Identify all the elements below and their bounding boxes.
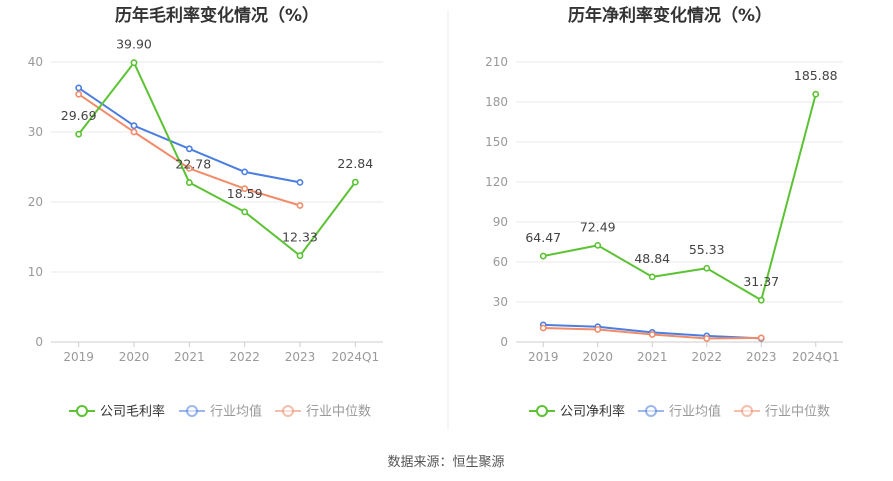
data-point [130,128,138,136]
data-point [75,90,83,98]
data-point [757,296,765,304]
x-tick-label: 2021 [174,350,205,364]
y-tick-label: 90 [493,215,508,229]
y-tick-label: 30 [493,295,508,309]
data-point [812,90,820,98]
data-point [594,241,602,249]
data-point [648,273,656,281]
data-label: 185.88 [794,68,838,83]
data-point [130,59,138,67]
data-point [351,178,359,186]
x-tick-label: 2024Q1 [332,350,380,364]
y-tick-label: 120 [485,175,508,189]
chart-title-gross-margin: 历年毛利率变化情况（%） [115,5,319,26]
legend-entry: 公司净利率 [560,404,625,420]
data-point [296,252,304,260]
y-tick-label: 210 [485,55,508,69]
data-label: 48.84 [634,251,670,266]
data-point [185,179,193,186]
x-tick-label: 2019 [528,350,559,364]
x-tick-label: 2023 [746,350,777,364]
y-tick-label: 60 [493,255,508,269]
data-label: 12.33 [282,230,318,245]
y-tick-label: 40 [28,55,43,69]
data-label: 31.37 [743,274,779,289]
data-point [296,178,304,186]
data-label: 39.90 [116,37,152,52]
x-tick-label: 2023 [285,350,316,364]
data-point [594,326,602,333]
legend-swatch-marker [76,405,88,417]
data-point [130,122,138,130]
y-tick-label: 10 [28,265,43,279]
y-tick-label: 150 [485,135,508,149]
x-tick-label: 2022 [229,350,260,364]
data-point [648,331,656,338]
y-tick-label: 20 [28,195,43,209]
series-line [543,93,817,302]
legend-entry: 行业中位数 [765,405,830,420]
x-tick-label: 2019 [63,350,94,364]
data-point [703,335,711,342]
y-tick-label: 180 [485,95,508,109]
x-tick-label: 2022 [691,350,722,364]
legend-swatch-marker [645,405,657,417]
data-source-note: 数据来源：恒生聚源 [387,455,504,470]
data-point [703,264,711,272]
legend-swatch-marker [282,405,294,417]
data-label: 64.47 [525,230,561,245]
data-label: 72.49 [580,219,616,234]
data-point [185,164,193,172]
legend-entry: 公司毛利率 [100,404,165,420]
data-point [296,202,304,209]
data-point [241,208,249,216]
x-tick-label: 2020 [119,350,150,364]
legend-swatch-marker [186,405,198,417]
legend-entry: 行业均值 [669,404,721,420]
y-tick-label: 0 [35,335,43,349]
data-label: 22.78 [175,157,211,172]
data-label: 22.84 [337,156,373,171]
y-tick-label: 30 [28,125,43,139]
data-point [539,324,547,332]
data-label: 18.59 [227,186,263,201]
data-point [757,334,765,342]
chart-title-net-margin: 历年净利率变化情况（%） [568,5,772,26]
x-tick-label: 2021 [637,350,668,364]
x-tick-label: 2024Q1 [792,350,840,364]
legend-swatch-marker [741,405,753,417]
legend-entry: 行业中位数 [306,405,371,420]
data-point [241,168,249,176]
legend-entry: 行业均值 [210,404,262,420]
data-point [75,84,83,92]
x-tick-label: 2020 [582,350,613,364]
y-tick-label: 0 [500,335,508,349]
data-point [185,145,193,153]
data-point [539,252,547,260]
data-label: 29.69 [61,108,97,123]
data-point [241,185,249,193]
series-line [77,61,357,257]
data-label: 55.33 [689,242,725,257]
data-point [75,130,83,138]
legend-swatch-marker [536,405,548,417]
